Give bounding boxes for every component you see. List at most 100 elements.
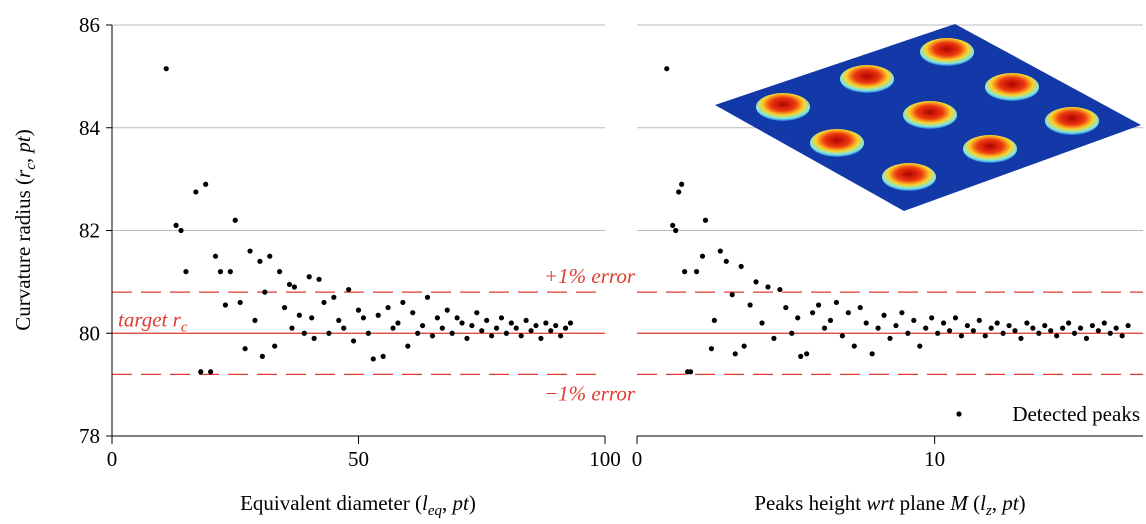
data-point (1036, 330, 1042, 336)
data-point (664, 66, 670, 72)
data-point (1012, 328, 1018, 334)
data-point (508, 320, 514, 326)
data-point (321, 299, 327, 306)
data-point (217, 269, 224, 275)
y-tick-label: 80 (79, 321, 100, 345)
data-point (893, 322, 899, 329)
data-point (771, 335, 777, 341)
data-point (355, 307, 362, 313)
data-point (454, 315, 460, 321)
data-point (857, 304, 863, 311)
data-point (289, 325, 295, 331)
data-point (747, 302, 753, 308)
data-point (711, 317, 717, 324)
data-point (222, 302, 228, 308)
data-point (212, 253, 219, 259)
data-point (178, 227, 184, 234)
data-point (301, 330, 307, 336)
data-point (976, 317, 982, 324)
data-point (370, 356, 376, 362)
data-point (259, 353, 265, 359)
data-point (346, 286, 352, 293)
data-point (988, 325, 994, 331)
data-point (375, 312, 381, 318)
annotation-part: −1% error (544, 381, 636, 405)
data-point (929, 315, 935, 321)
data-point (783, 304, 789, 311)
data-point (281, 304, 288, 311)
data-point (257, 258, 263, 264)
data-point (753, 279, 759, 285)
data-point (881, 312, 887, 318)
data-point (738, 263, 744, 270)
data-point (567, 320, 574, 326)
data-point (670, 222, 676, 228)
data-point (553, 322, 559, 329)
data-point (1048, 328, 1054, 334)
y-tick-label: 82 (79, 219, 100, 243)
data-point (183, 269, 189, 275)
data-point (899, 310, 905, 316)
data-point (326, 330, 332, 336)
data-point (198, 369, 204, 375)
data-point (518, 333, 524, 339)
x-tick-label: 0 (107, 447, 118, 471)
data-point (810, 310, 816, 316)
data-point (798, 353, 804, 359)
data-point (795, 315, 801, 321)
data-point (1095, 328, 1101, 334)
x-tick-label: 0 (632, 447, 643, 471)
data-point (267, 253, 273, 259)
data-point (1018, 335, 1024, 341)
data-point (316, 276, 322, 282)
data-point (702, 217, 709, 223)
annotation-part: target r (118, 307, 182, 331)
data-point (444, 307, 450, 313)
x-tick-label: 50 (348, 447, 369, 471)
data-point (1083, 335, 1090, 341)
data-point (994, 320, 1000, 326)
y-axis-label: Curvature radius (rc, pt) (11, 129, 39, 331)
data-point (419, 322, 426, 329)
data-point (429, 333, 436, 339)
data-point (717, 248, 723, 254)
data-point (163, 66, 169, 72)
data-point (1125, 322, 1131, 329)
data-point (395, 320, 401, 326)
data-point (336, 317, 342, 324)
data-point (687, 369, 694, 375)
data-point (905, 330, 911, 336)
data-point (252, 317, 258, 324)
annotation-part: c (181, 319, 188, 335)
data-point (528, 328, 534, 334)
data-point (291, 284, 298, 290)
data-point (1107, 330, 1113, 336)
data-point (875, 325, 881, 331)
data-point (940, 320, 947, 326)
data-point (424, 294, 431, 300)
data-point (227, 269, 233, 275)
data-point (1065, 320, 1072, 326)
data-point (562, 325, 569, 331)
data-point (390, 325, 396, 331)
data-point (232, 217, 238, 223)
data-point (964, 322, 970, 329)
data-point (851, 343, 857, 349)
data-point (474, 310, 480, 316)
legend-label: Detected peaks (1012, 402, 1140, 426)
data-point (513, 325, 519, 331)
data-point (311, 335, 317, 341)
data-point (459, 320, 465, 326)
data-point (729, 292, 735, 298)
data-point (970, 328, 976, 334)
data-point (306, 274, 312, 280)
data-point (765, 284, 771, 290)
data-point (493, 325, 500, 331)
data-point (789, 330, 795, 336)
data-point (400, 299, 406, 306)
data-point (469, 322, 475, 329)
data-point (676, 189, 682, 195)
data-point (833, 299, 840, 306)
data-point (341, 325, 347, 331)
data-point (296, 312, 302, 318)
